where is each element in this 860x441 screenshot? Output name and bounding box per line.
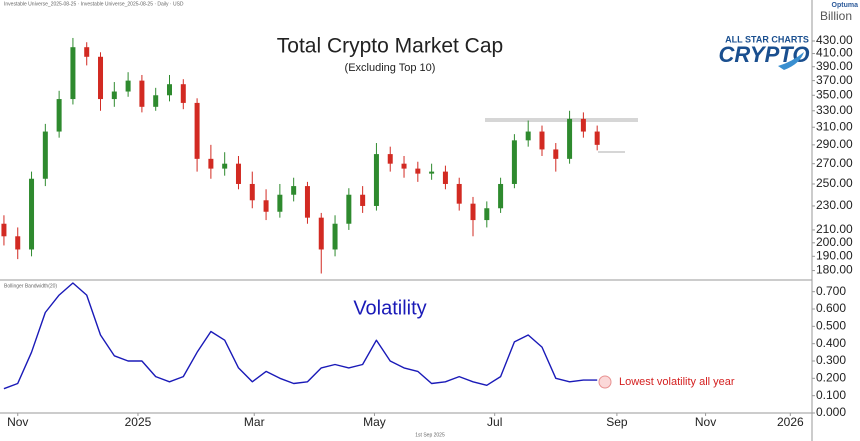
candle-body xyxy=(332,223,338,250)
candle-body xyxy=(360,194,366,206)
y-tick-label: 410.00 xyxy=(816,46,853,60)
chart-title: Total Crypto Market Cap xyxy=(277,35,503,58)
y-tick-label: 190.00 xyxy=(816,248,853,262)
candle-body xyxy=(594,131,600,145)
candle-body xyxy=(222,163,228,169)
candle-body xyxy=(429,171,435,174)
candle-body xyxy=(415,168,421,174)
header-info: Investable Universe_2025-08-25 · Investa… xyxy=(4,1,184,7)
y-tick-label: 350.00 xyxy=(816,87,853,101)
y-tick-label: 310.00 xyxy=(816,119,853,133)
candle-body xyxy=(277,194,283,212)
candle-body xyxy=(539,131,545,150)
y-tick-label: 0.000 xyxy=(816,405,846,419)
indicator-label: Bollinger Bandwidth(20) xyxy=(4,283,57,289)
x-tick-label: Mar xyxy=(244,415,265,429)
y-tick-label: 430.00 xyxy=(816,33,853,47)
candle-body xyxy=(498,183,504,209)
y-tick-label: 180.00 xyxy=(816,263,853,277)
candle-body xyxy=(263,200,269,212)
candle-body xyxy=(111,91,117,100)
y-tick-label: 270.00 xyxy=(816,156,853,170)
x-tick-label: 2025 xyxy=(125,415,152,429)
y-tick-label: 0.600 xyxy=(816,301,846,315)
candle-body xyxy=(511,140,517,184)
candle-body xyxy=(56,99,62,132)
y-tick-label: 210.00 xyxy=(816,222,853,236)
candle-body xyxy=(208,158,214,169)
candle-body xyxy=(346,194,352,224)
candle-body xyxy=(153,95,159,107)
candle-body xyxy=(235,163,241,184)
x-tick-label: Sep xyxy=(606,415,628,429)
footer-date: 1st Sep 2025 xyxy=(415,432,445,438)
y-tick-label: 0.300 xyxy=(816,353,846,367)
candle-body xyxy=(125,80,131,92)
x-tick-label: 2026 xyxy=(777,415,804,429)
candle-body xyxy=(304,186,310,218)
candle-body xyxy=(567,118,573,159)
y-tick-label: 0.100 xyxy=(816,388,846,402)
candle-body xyxy=(98,56,104,100)
candle-body xyxy=(442,171,448,184)
y-tick-label: 330.00 xyxy=(816,103,853,117)
y-tick-label: 0.400 xyxy=(816,336,846,350)
y-tick-label: 200.00 xyxy=(816,235,853,249)
chart-subtitle: (Excluding Top 10) xyxy=(345,62,436,74)
volatility-line xyxy=(3,282,598,390)
candle-body xyxy=(318,217,324,250)
y-axis-unit: Billion xyxy=(820,9,852,23)
candle-body xyxy=(1,223,7,237)
x-tick-label: Nov xyxy=(7,415,28,429)
logo-top: ALL STAR CHARTS xyxy=(725,34,809,44)
candle-body xyxy=(580,118,586,132)
candle-body xyxy=(484,208,490,221)
candle-body xyxy=(166,84,172,96)
candle-body xyxy=(401,163,407,169)
volatility-label: Volatility xyxy=(353,297,426,319)
candle-body xyxy=(139,80,145,107)
candle-body xyxy=(84,47,90,57)
candle-body xyxy=(249,183,255,201)
y-tick-label: 0.700 xyxy=(816,284,846,298)
candle-body xyxy=(456,183,462,204)
logo-swoosh xyxy=(778,52,804,70)
y-tick-label: 390.00 xyxy=(816,59,853,73)
highlight-circle xyxy=(598,375,612,389)
candle-body xyxy=(387,154,393,164)
x-tick-label: May xyxy=(363,415,386,429)
y-tick-label: 290.00 xyxy=(816,137,853,151)
candle-body xyxy=(180,84,186,103)
y-tick-label: 0.200 xyxy=(816,371,846,385)
y-tick-label: 230.00 xyxy=(816,198,853,212)
candle-body xyxy=(194,102,200,159)
candle-body xyxy=(42,131,48,179)
y-tick-label: 0.500 xyxy=(816,319,846,333)
y-tick-label: 250.00 xyxy=(816,176,853,190)
candle-body xyxy=(470,203,476,221)
candle-body xyxy=(373,154,379,206)
vendor: Optuma xyxy=(832,2,859,9)
y-tick-label: 370.00 xyxy=(816,73,853,87)
candle-body xyxy=(525,131,531,141)
candle-body xyxy=(291,186,297,195)
candle-body xyxy=(70,47,76,100)
candle-body xyxy=(29,178,35,250)
x-tick-label: Nov xyxy=(695,415,716,429)
x-tick-label: Jul xyxy=(487,415,502,429)
candle-body xyxy=(15,236,21,250)
candle-body xyxy=(553,149,559,159)
annotation: Lowest volatility all year xyxy=(619,376,735,388)
